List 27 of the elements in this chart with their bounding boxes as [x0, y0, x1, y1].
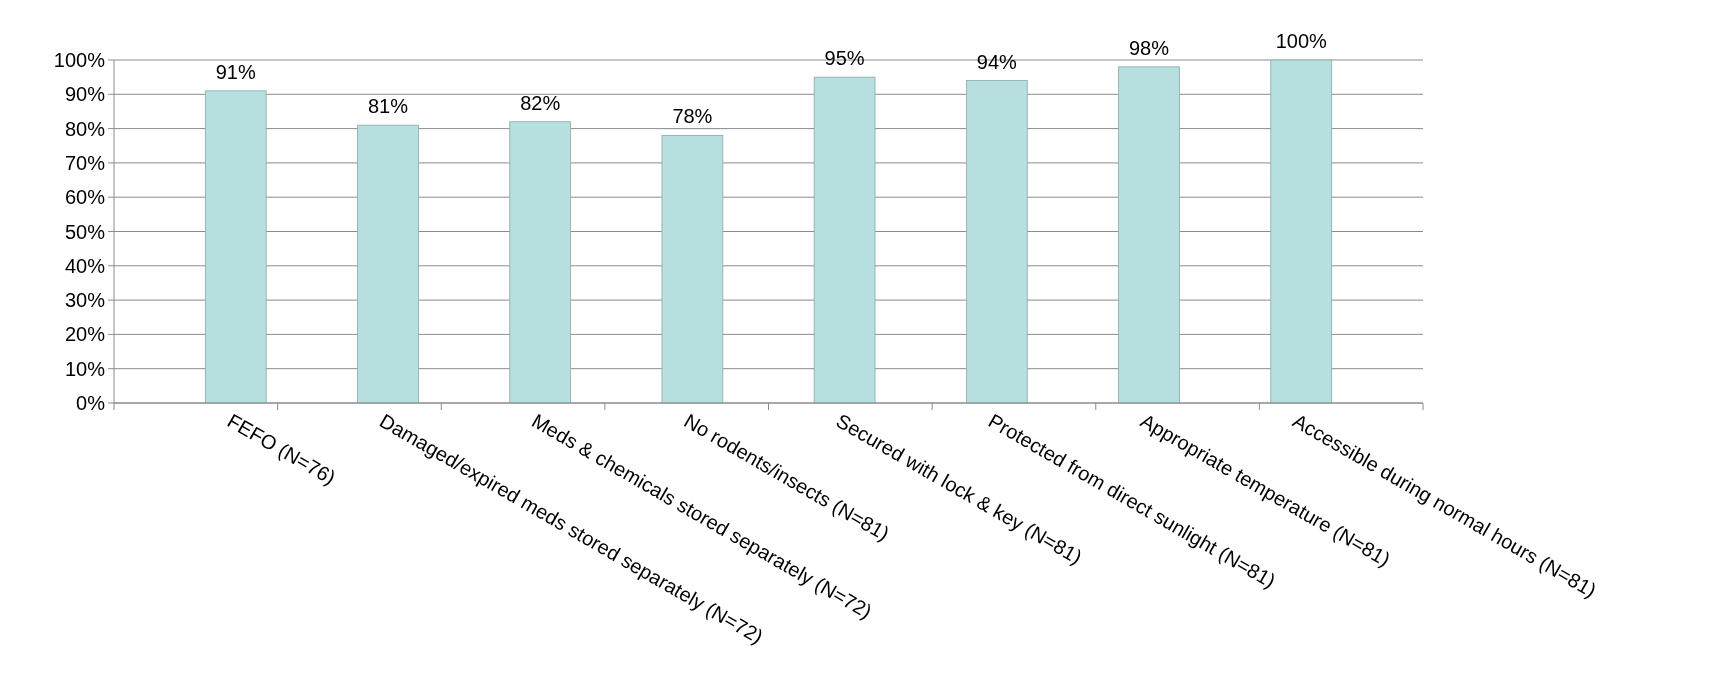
y-tick-label: 10%	[64, 357, 106, 380]
data-label: 95%	[824, 47, 865, 70]
y-tick-label: 20%	[64, 323, 106, 346]
y-tick-label: 40%	[64, 254, 106, 277]
data-label: 78%	[672, 105, 713, 128]
y-tick-label: 80%	[64, 117, 106, 140]
bar	[813, 76, 876, 404]
bar	[661, 135, 724, 404]
y-tick-label: 70%	[64, 151, 106, 174]
bar	[965, 80, 1028, 404]
data-label: 91%	[215, 60, 256, 83]
bar	[357, 124, 419, 404]
bar	[204, 90, 267, 404]
y-tick-label: 30%	[64, 289, 106, 312]
y-tick-label: 0%	[76, 392, 106, 414]
y-tick-label: 50%	[64, 220, 106, 243]
data-label: 98%	[1129, 36, 1170, 59]
data-label: 82%	[520, 91, 561, 114]
data-label: 94%	[976, 50, 1018, 73]
y-tick-label: 90%	[64, 83, 106, 106]
y-tick-label: 100%	[53, 49, 106, 71]
bar	[509, 121, 572, 404]
data-label: 81%	[367, 95, 409, 118]
bar	[1270, 59, 1333, 404]
data-label: 100%	[1275, 30, 1328, 52]
y-tick-label: 60%	[64, 186, 106, 209]
bar	[1118, 66, 1180, 404]
